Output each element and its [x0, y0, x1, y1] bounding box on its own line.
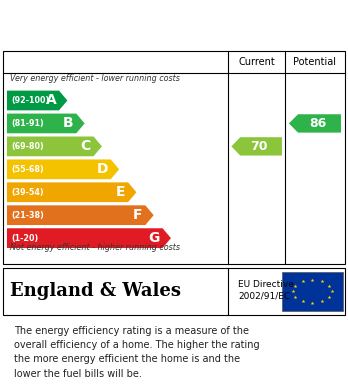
Polygon shape: [7, 205, 154, 225]
Text: Energy Efficiency Rating: Energy Efficiency Rating: [10, 17, 231, 32]
Text: The energy efficiency rating is a measure of the
overall efficiency of a home. T: The energy efficiency rating is a measur…: [14, 326, 260, 379]
Polygon shape: [289, 114, 341, 133]
Polygon shape: [7, 228, 171, 248]
Polygon shape: [7, 160, 119, 179]
Polygon shape: [7, 182, 136, 202]
Text: (39-54): (39-54): [11, 188, 44, 197]
Text: A: A: [46, 93, 56, 108]
Text: (92-100): (92-100): [11, 96, 49, 105]
Text: C: C: [80, 139, 91, 153]
Polygon shape: [231, 137, 282, 156]
Text: Current: Current: [238, 57, 275, 67]
Text: (69-80): (69-80): [11, 142, 44, 151]
Text: EU Directive
2002/91/EC: EU Directive 2002/91/EC: [238, 280, 294, 301]
Bar: [282, 272, 343, 310]
Polygon shape: [7, 113, 85, 133]
Polygon shape: [7, 91, 68, 110]
Text: 70: 70: [251, 140, 268, 153]
Polygon shape: [7, 136, 102, 156]
Text: Very energy efficient - lower running costs: Very energy efficient - lower running co…: [10, 74, 180, 83]
Text: D: D: [96, 162, 108, 176]
Text: (1-20): (1-20): [11, 234, 38, 243]
Text: E: E: [116, 185, 125, 199]
Text: (55-68): (55-68): [11, 165, 44, 174]
Text: (21-38): (21-38): [11, 211, 44, 220]
Text: (81-91): (81-91): [11, 119, 44, 128]
Text: Not energy efficient - higher running costs: Not energy efficient - higher running co…: [10, 243, 181, 252]
Text: 86: 86: [309, 117, 326, 130]
Text: B: B: [63, 117, 73, 131]
Text: F: F: [133, 208, 143, 222]
Text: G: G: [149, 231, 160, 245]
Text: Potential: Potential: [293, 57, 337, 67]
Text: England & Wales: England & Wales: [10, 282, 181, 300]
